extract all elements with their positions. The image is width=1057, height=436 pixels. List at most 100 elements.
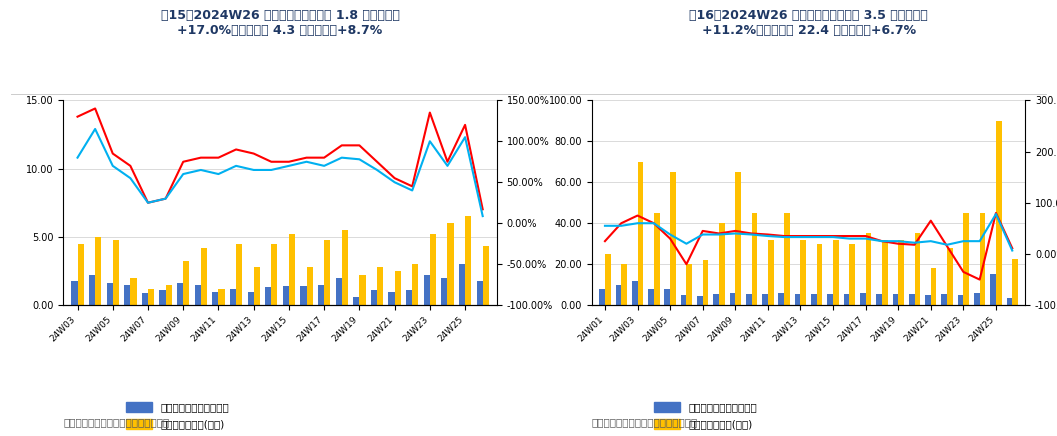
Bar: [394, 271, 401, 305]
洗衣机线下销量同比: [406, 188, 419, 193]
洗衣机线下销额同比: [282, 159, 295, 164]
洗衣机线上销额同比: [697, 228, 709, 234]
洗衣机线下销量同比: [459, 135, 471, 140]
洗衣机线上销额同比: [892, 241, 905, 246]
Bar: [882, 240, 888, 305]
洗衣机线上销额同比: [778, 233, 791, 238]
洗衣机线上销额同比: [1006, 245, 1019, 251]
洗衣机线下销量同比: [247, 167, 260, 173]
洗衣机线上销额同比: [843, 233, 856, 238]
Bar: [300, 286, 307, 305]
洗衣机线上销量同比: [1006, 248, 1019, 253]
洗衣机线上销量同比: [729, 231, 742, 236]
洗衣机线下销额同比: [459, 122, 471, 127]
Bar: [833, 240, 839, 305]
洗衣机线下销量同比: [282, 163, 295, 168]
Legend: 洗衣机线上销额（亿元）, 洗衣机线上销量(万台), 洗衣机线上销额同比, 洗衣机线上销量同比: 洗衣机线上销额（亿元）, 洗衣机线上销量(万台), 洗衣机线上销额同比, 洗衣机…: [649, 396, 763, 436]
Bar: [670, 172, 675, 305]
洗衣机线下销量同比: [300, 159, 313, 164]
洗衣机线下销量同比: [318, 163, 331, 168]
Bar: [762, 294, 767, 305]
洗衣机线上销量同比: [615, 223, 628, 228]
Bar: [828, 294, 833, 305]
洗衣机线上销额同比: [664, 236, 676, 241]
Bar: [942, 294, 947, 305]
洗衣机线上销额同比: [957, 269, 969, 275]
Bar: [247, 292, 254, 305]
Bar: [947, 248, 952, 305]
洗衣机线上销量同比: [892, 238, 905, 244]
Bar: [931, 268, 937, 305]
Bar: [637, 162, 644, 305]
洗衣机线上销量同比: [697, 232, 709, 237]
洗衣机线下销额同比: [194, 155, 207, 160]
Bar: [713, 294, 719, 305]
Bar: [465, 216, 471, 305]
洗衣机线上销量同比: [598, 223, 611, 228]
Bar: [866, 234, 871, 305]
洗衣机线上销量同比: [664, 232, 676, 237]
Bar: [89, 275, 95, 305]
洗衣机线下销额同比: [424, 110, 437, 115]
Bar: [377, 267, 383, 305]
Bar: [113, 240, 118, 305]
Bar: [483, 246, 488, 305]
洗衣机线下销量同比: [71, 155, 84, 160]
Bar: [654, 213, 660, 305]
Bar: [980, 213, 985, 305]
Bar: [424, 275, 430, 305]
洗衣机线下销量同比: [160, 196, 172, 201]
洗衣机线上销量同比: [745, 232, 758, 237]
洗衣机线上销量同比: [941, 242, 953, 247]
Bar: [697, 296, 703, 305]
洗衣机线上销额同比: [729, 228, 742, 234]
Bar: [622, 264, 627, 305]
洗衣机线上销量同比: [761, 233, 774, 238]
Bar: [746, 294, 752, 305]
洗衣机线下销量同比: [194, 167, 207, 173]
Bar: [142, 293, 148, 305]
Bar: [441, 278, 447, 305]
Bar: [125, 285, 130, 305]
Line: 洗衣机线下销量同比: 洗衣机线下销量同比: [77, 129, 483, 216]
洗衣机线上销额同比: [989, 210, 1002, 215]
Bar: [371, 290, 377, 305]
洗衣机线下销额同比: [71, 114, 84, 119]
Bar: [909, 294, 914, 305]
洗衣机线下销额同比: [353, 143, 366, 148]
Bar: [324, 240, 330, 305]
Bar: [95, 237, 101, 305]
Bar: [130, 278, 136, 305]
洗衣机线上销量同比: [712, 232, 725, 237]
洗衣机线上销量同比: [875, 238, 888, 244]
洗衣机线下销额同比: [335, 143, 348, 148]
Bar: [194, 285, 201, 305]
洗衣机线上销量同比: [973, 238, 986, 244]
Text: 图16：2024W26 洗衣机线上销额约为 3.5 亿元，同比
+11.2%；销量约为 22.4 万台，同比+6.7%: 图16：2024W26 洗衣机线上销额约为 3.5 亿元，同比 +11.2%；销…: [689, 9, 928, 37]
Bar: [703, 260, 708, 305]
洗衣机线上销额同比: [745, 231, 758, 236]
Bar: [166, 285, 171, 305]
洗衣机线下销额同比: [160, 196, 172, 201]
洗衣机线下销额同比: [371, 159, 384, 164]
洗衣机线下销额同比: [388, 176, 401, 181]
Bar: [615, 285, 622, 305]
Bar: [282, 286, 289, 305]
Bar: [767, 240, 774, 305]
Bar: [183, 262, 189, 305]
洗衣机线上销额同比: [925, 218, 938, 223]
Line: 洗衣机线下销额同比: 洗衣机线下销额同比: [77, 109, 483, 209]
洗衣机线上销量同比: [811, 235, 823, 240]
Bar: [1013, 259, 1018, 305]
洗衣机线下销额同比: [265, 159, 278, 164]
Bar: [71, 281, 77, 305]
洗衣机线上销额同比: [761, 232, 774, 237]
Bar: [77, 244, 84, 305]
Text: 图15：2024W26 洗衣机线下销额约为 1.8 亿元，同比
+17.0%；销量约为 4.3 万台，同比+8.7%: 图15：2024W26 洗衣机线下销额约为 1.8 亿元，同比 +17.0%；销…: [161, 9, 400, 37]
Bar: [447, 223, 453, 305]
洗衣机线上销量同比: [680, 241, 692, 246]
Bar: [860, 293, 866, 305]
Bar: [318, 285, 324, 305]
Text: 数据来源：奥维云网、开源证券研究所: 数据来源：奥维云网、开源证券研究所: [63, 417, 170, 427]
洗衣机线上销额同比: [598, 238, 611, 244]
